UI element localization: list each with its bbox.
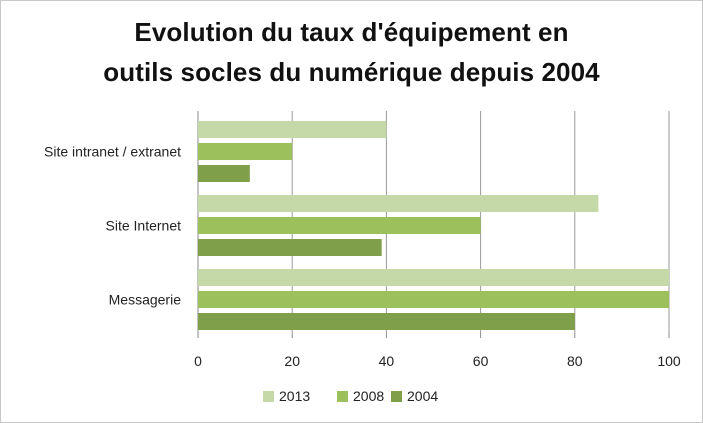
legend-label-2013: 2013 — [279, 388, 310, 404]
category-label: Messagerie — [109, 292, 182, 308]
legend-swatch-2013 — [263, 391, 274, 402]
x-tick-label: 60 — [473, 353, 489, 369]
category-label: Site Internet — [106, 218, 182, 234]
bar-2008-1 — [198, 217, 481, 234]
bars — [198, 121, 669, 330]
x-tick-label: 40 — [379, 353, 395, 369]
category-label: Site intranet / extranet — [44, 144, 181, 160]
bar-2004-1 — [198, 239, 382, 256]
bar-2013-2 — [198, 269, 669, 286]
category-labels: Site intranet / extranet Site Internet Mes… — [44, 144, 181, 308]
legend-swatch-2008 — [337, 391, 348, 402]
x-tick-label: 20 — [284, 353, 300, 369]
bar-2004-0 — [198, 165, 250, 182]
bar-2013-0 — [198, 121, 387, 138]
bar-2013-1 — [198, 195, 599, 212]
legend-label-2004: 2004 — [407, 388, 438, 404]
x-tick-label: 100 — [657, 353, 681, 369]
x-tick-label: 80 — [567, 353, 583, 369]
legend: 2013 2008 2004 — [263, 388, 438, 404]
x-axis-ticks: 0 20 40 60 80 100 — [194, 353, 681, 369]
x-tick-label: 0 — [194, 353, 202, 369]
chart-title-line-1: Evolution du taux d'équipement en — [134, 17, 569, 47]
bar-2008-2 — [198, 291, 669, 308]
chart-title-line-2: outils socles du numérique depuis 2004 — [103, 57, 600, 87]
legend-swatch-2004 — [391, 391, 402, 402]
bar-2008-0 — [198, 143, 293, 160]
bar-2004-2 — [198, 313, 575, 330]
legend-label-2008: 2008 — [353, 388, 384, 404]
